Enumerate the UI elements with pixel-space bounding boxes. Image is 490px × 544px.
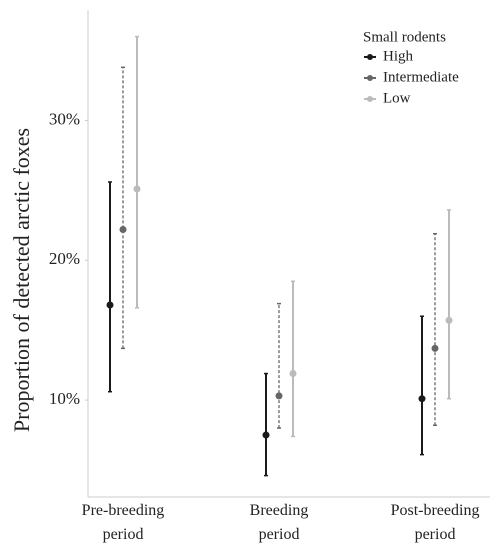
point <box>119 226 127 234</box>
y-tick-label: 30% <box>49 109 80 128</box>
point <box>133 185 141 193</box>
y-axis-label: Proportion of detected arctic foxes <box>9 128 34 432</box>
point <box>106 301 114 309</box>
point <box>431 344 439 352</box>
legend-title: Small rodents <box>363 29 446 45</box>
y-tick-label: 10% <box>49 389 80 408</box>
legend-marker <box>367 96 373 102</box>
x-tick-label: Pre-breeding period <box>82 502 165 543</box>
point <box>275 392 283 400</box>
legend-label: High <box>383 48 414 64</box>
legend-marker <box>367 75 373 81</box>
point <box>289 370 297 378</box>
point <box>418 395 426 403</box>
y-tick-label: 20% <box>49 249 80 268</box>
x-tick-label: Breeding period <box>250 502 309 543</box>
legend-marker <box>367 54 373 60</box>
legend-label: Low <box>383 90 411 106</box>
legend-label: Intermediate <box>383 69 459 85</box>
point <box>262 431 270 439</box>
x-tick-label: Post-breeding period <box>391 502 480 543</box>
point <box>445 316 453 324</box>
